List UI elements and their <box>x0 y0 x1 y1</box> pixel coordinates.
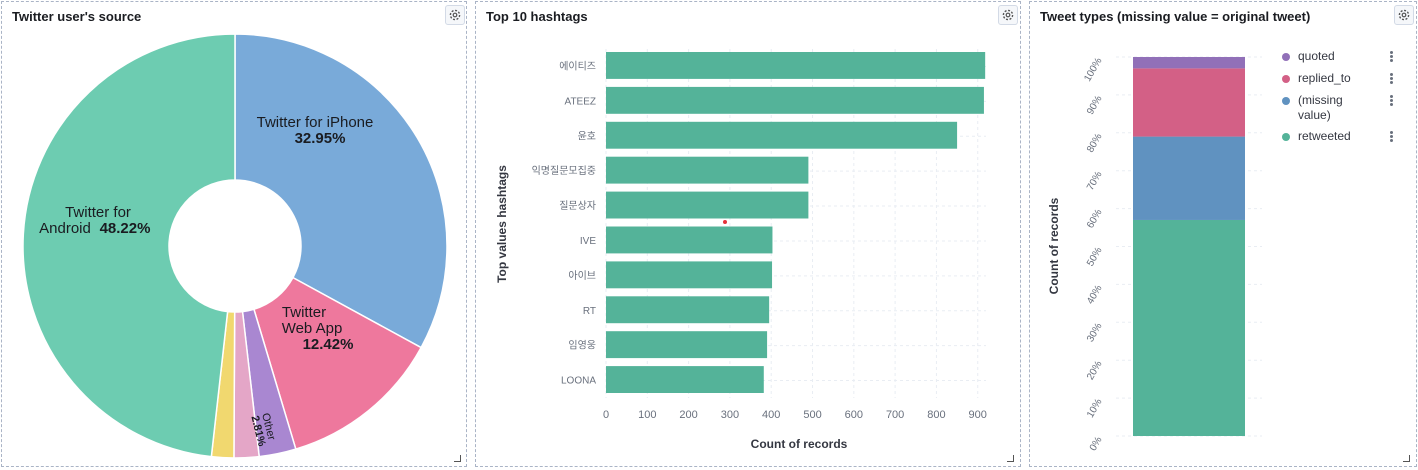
legend-label: replied_to <box>1298 71 1351 85</box>
panel-top-hashtags: Top 10 hashtags <box>475 1 1021 467</box>
resize-handle-icon[interactable] <box>1007 455 1014 462</box>
legend-color-dot <box>1282 53 1290 61</box>
panel-title: Twitter user's source <box>12 9 142 24</box>
legend-color-dot <box>1282 133 1290 141</box>
gear-icon <box>1398 9 1410 21</box>
vertical-dots-icon[interactable] <box>1390 51 1393 63</box>
legend-label: quoted <box>1298 49 1335 63</box>
resize-handle-icon[interactable] <box>454 455 461 462</box>
panel-settings-button[interactable] <box>1394 5 1414 25</box>
gear-icon <box>1002 9 1014 21</box>
vertical-dots-icon[interactable] <box>1390 131 1393 143</box>
panel-settings-button[interactable] <box>445 5 465 25</box>
panel-title: Tweet types (missing value = original tw… <box>1040 9 1311 24</box>
panel-settings-button[interactable] <box>998 5 1018 25</box>
vertical-dots-icon[interactable] <box>1390 73 1393 85</box>
panel-user-source: Twitter user's source <box>1 1 467 467</box>
legend-label: (missing value) <box>1298 93 1343 122</box>
gear-icon <box>449 9 461 21</box>
vertical-dots-icon[interactable] <box>1390 95 1393 107</box>
legend-color-dot <box>1282 97 1290 105</box>
panel-title: Top 10 hashtags <box>486 9 588 24</box>
resize-handle-icon[interactable] <box>1403 455 1410 462</box>
legend-color-dot <box>1282 75 1290 83</box>
legend-label: retweeted <box>1298 129 1351 143</box>
